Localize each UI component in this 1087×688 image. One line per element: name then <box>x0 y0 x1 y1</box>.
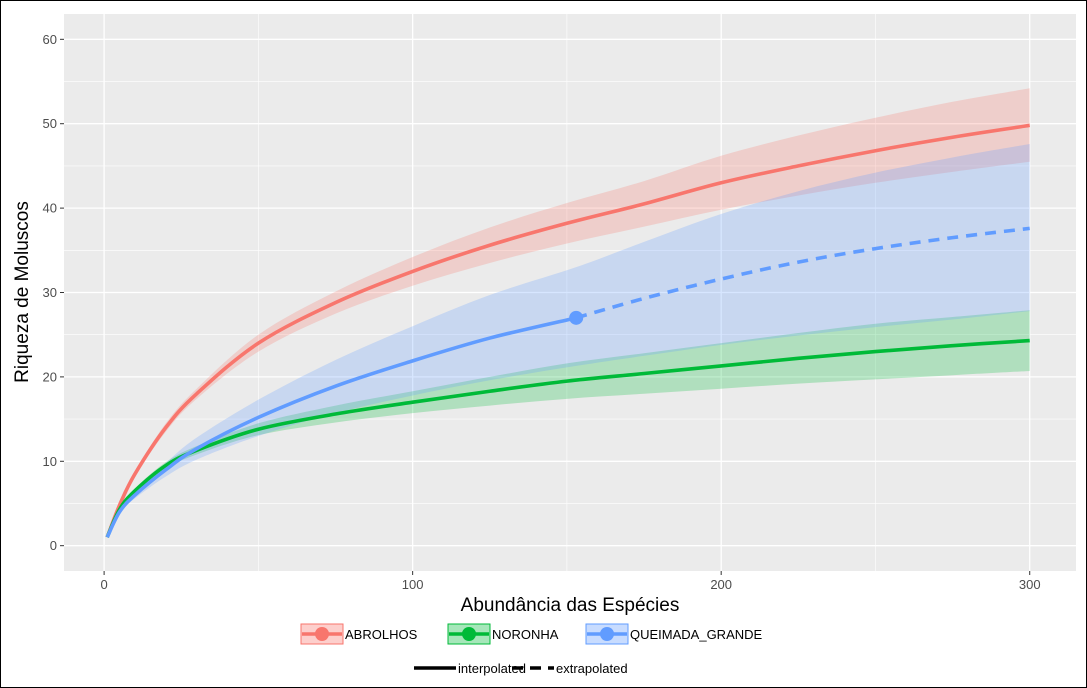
legend-label-interpolated: interpolated <box>458 661 526 676</box>
legend-label-queimada-grande: QUEIMADA_GRANDE <box>630 627 763 642</box>
y-tick-label: 50 <box>43 116 57 131</box>
confidence-ribbons <box>107 88 1030 538</box>
y-tick-label: 20 <box>43 369 57 384</box>
x-tick-label: 200 <box>710 577 732 592</box>
series-legend: ABROLHOS NORONHA QUEIMADA_GRANDE <box>300 623 763 645</box>
legend-label-abrolhos: ABROLHOS <box>345 627 418 642</box>
ribbon-queimada-grande <box>107 143 1030 538</box>
legend-item-abrolhos: ABROLHOS <box>300 623 418 645</box>
curve-queimada-grande-interpolated <box>105 316 577 539</box>
y-tick-label: 40 <box>43 201 57 216</box>
curve-queimada-grande-extrapolated <box>575 226 1030 320</box>
legend-key-dot <box>462 627 476 641</box>
x-tick-label: 300 <box>1019 577 1041 592</box>
legend-item-extrapolated: extrapolated <box>512 661 628 676</box>
observed-point-queimada-grande <box>569 310 584 325</box>
legend-label-extrapolated: extrapolated <box>556 661 628 676</box>
series-curves <box>105 123 1030 539</box>
y-tick-label: 10 <box>43 454 57 469</box>
curve-abrolhos-interpolated <box>105 123 1030 538</box>
x-tick-label: 100 <box>402 577 424 592</box>
ribbon-abrolhos <box>107 88 1030 538</box>
x-tick-label: 0 <box>100 577 107 592</box>
observed-points <box>569 310 584 325</box>
y-axis-title: Riqueza de Moluscos <box>12 201 33 383</box>
legend-label-noronha: NORONHA <box>492 627 559 642</box>
x-axis-ticks: 0 100 200 300 <box>100 571 1041 592</box>
y-axis-ticks: 0 10 20 30 40 50 60 <box>43 32 64 553</box>
legend-item-queimada-grande: QUEIMADA_GRANDE <box>585 623 763 645</box>
ribbon-noronha <box>107 310 1030 538</box>
curve-noronha-interpolated <box>105 338 1030 538</box>
legend-key-dot <box>600 627 614 641</box>
y-tick-label: 0 <box>50 538 57 553</box>
x-axis-title: Abundância das Espécies <box>461 595 680 616</box>
y-tick-label: 30 <box>43 285 57 300</box>
legend-item-interpolated: interpolated <box>414 661 526 676</box>
method-legend: interpolated extrapolated <box>414 661 628 676</box>
y-tick-label: 60 <box>43 32 57 47</box>
major-gridlines <box>64 14 1076 571</box>
legend-item-noronha: NORONHA <box>447 623 559 645</box>
legend-key-dot <box>315 627 329 641</box>
